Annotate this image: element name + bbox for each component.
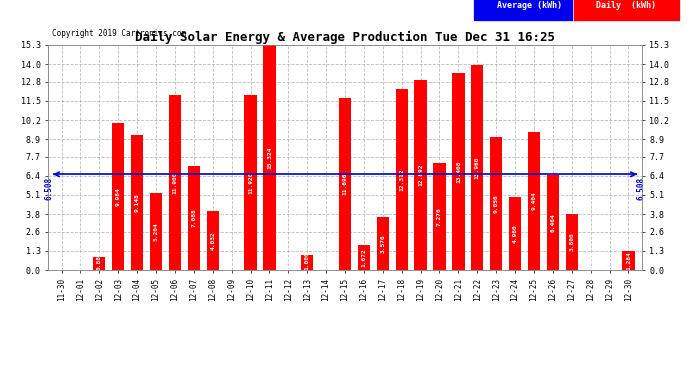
Bar — [452, 73, 464, 270]
Bar — [528, 132, 540, 270]
Text: Copyright 2019 Cartronics.com: Copyright 2019 Cartronics.com — [52, 28, 186, 38]
Text: 9.056: 9.056 — [493, 194, 499, 213]
Text: 11.696: 11.696 — [342, 173, 348, 195]
Text: 15.324: 15.324 — [267, 146, 272, 169]
Text: 1.672: 1.672 — [362, 248, 366, 267]
Bar — [415, 80, 426, 270]
Text: 0.000: 0.000 — [324, 251, 328, 270]
Bar — [93, 257, 106, 270]
Bar — [566, 214, 578, 270]
Bar — [433, 163, 446, 270]
Text: 7.276: 7.276 — [437, 207, 442, 226]
Bar — [150, 194, 162, 270]
Bar — [339, 98, 351, 270]
Text: 11.900: 11.900 — [172, 171, 177, 194]
Text: 13.408: 13.408 — [456, 160, 461, 183]
Text: Average (kWh): Average (kWh) — [497, 1, 562, 10]
Text: 0.004: 0.004 — [286, 251, 290, 270]
Text: Daily  (kWh): Daily (kWh) — [596, 1, 656, 10]
Bar — [490, 137, 502, 270]
Bar — [357, 245, 370, 270]
Bar — [377, 217, 389, 270]
Text: 6.508: 6.508 — [45, 177, 54, 200]
Bar — [301, 255, 313, 270]
Bar — [169, 95, 181, 270]
Text: 0.000: 0.000 — [78, 251, 83, 270]
Bar — [131, 135, 144, 270]
Text: 1.284: 1.284 — [626, 251, 631, 270]
Text: 7.088: 7.088 — [191, 209, 197, 227]
Bar — [622, 251, 635, 270]
Title: Daily Solar Energy & Average Production Tue Dec 31 16:25: Daily Solar Energy & Average Production … — [135, 31, 555, 44]
Text: 5.204: 5.204 — [153, 222, 159, 241]
Text: 12.312: 12.312 — [400, 168, 404, 191]
Text: 0.000: 0.000 — [59, 251, 64, 270]
Bar — [206, 211, 219, 270]
Text: 9.148: 9.148 — [135, 194, 139, 212]
Text: 1.000: 1.000 — [305, 251, 310, 270]
Text: 6.464: 6.464 — [551, 213, 555, 232]
Text: 4.960: 4.960 — [513, 224, 518, 243]
Text: 0.000: 0.000 — [607, 251, 612, 270]
Text: 4.032: 4.032 — [210, 231, 215, 250]
Bar — [112, 123, 124, 270]
Bar — [244, 95, 257, 270]
Bar — [546, 175, 559, 270]
Text: 3.576: 3.576 — [380, 234, 385, 253]
Bar — [264, 45, 275, 270]
Text: 0.000: 0.000 — [588, 251, 593, 270]
Text: 13.960: 13.960 — [475, 156, 480, 178]
Bar — [188, 166, 200, 270]
Text: 6.508: 6.508 — [636, 177, 645, 200]
Bar — [509, 197, 521, 270]
Bar — [395, 89, 408, 270]
Text: 12.892: 12.892 — [418, 164, 423, 186]
Text: 9.404: 9.404 — [531, 192, 537, 210]
Text: 0.888: 0.888 — [97, 251, 102, 270]
Text: 0.000: 0.000 — [229, 251, 234, 270]
Text: 3.800: 3.800 — [569, 232, 574, 251]
Text: 11.920: 11.920 — [248, 171, 253, 194]
Bar — [471, 65, 484, 270]
Text: 9.984: 9.984 — [116, 187, 121, 206]
